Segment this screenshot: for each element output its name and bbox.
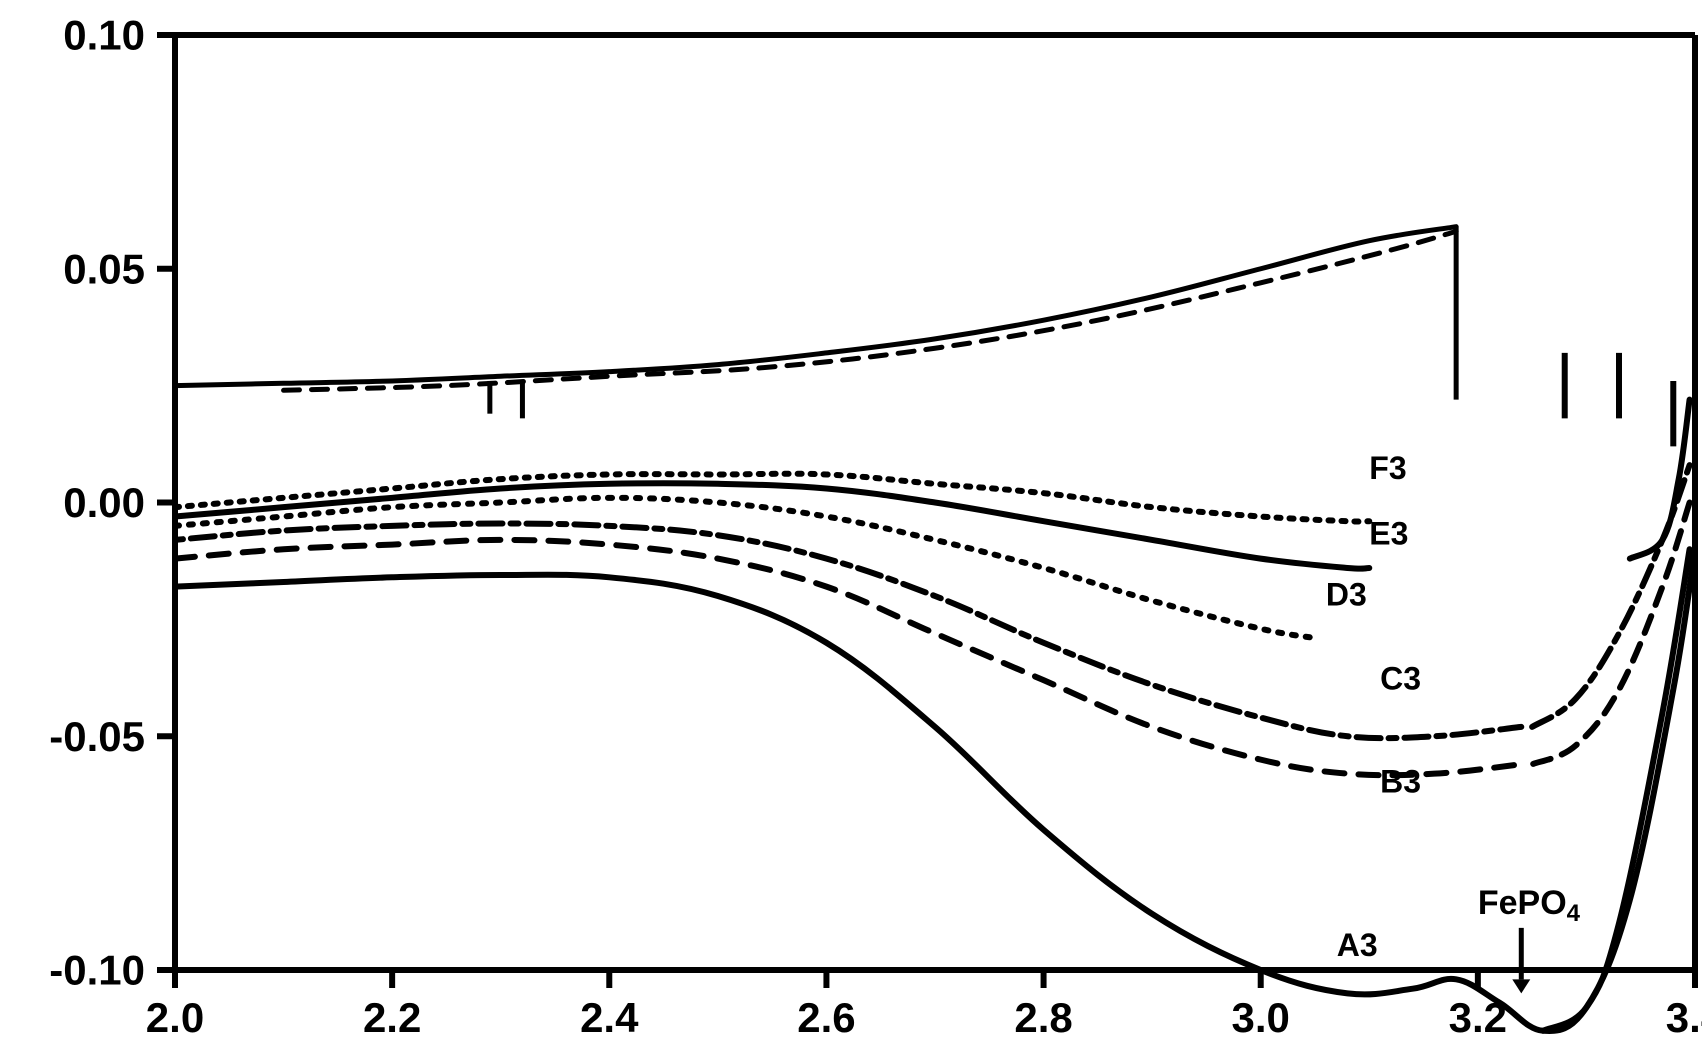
series-label-B3: B3: [1380, 763, 1421, 799]
annotation-text: FePO4: [1478, 884, 1581, 927]
x-tick-label: 2.0: [146, 994, 204, 1041]
series-label-A3: A3: [1337, 927, 1378, 963]
x-tick-label: 2.6: [797, 994, 855, 1041]
y-tick-label: -0.10: [49, 947, 145, 994]
series-label-E3: E3: [1369, 516, 1408, 552]
x-tick-label: 2.4: [580, 994, 639, 1041]
x-tick-label: 2.2: [363, 994, 421, 1041]
y-tick-label: 0.05: [63, 245, 145, 292]
x-tick-label: 3.0: [1232, 994, 1290, 1041]
cv-chart: 2.02.22.42.62.83.03.23.4-0.10-0.050.000.…: [0, 0, 1702, 1045]
y-tick-label: 0.10: [63, 12, 145, 59]
series-label-C3: C3: [1380, 661, 1421, 697]
series-label-D3: D3: [1326, 576, 1367, 612]
x-tick-label: 3.4: [1666, 994, 1702, 1041]
series-label-F3: F3: [1369, 450, 1406, 486]
x-tick-label: 2.8: [1014, 994, 1072, 1041]
y-tick-label: -0.05: [49, 713, 145, 760]
y-tick-label: 0.00: [63, 479, 145, 526]
chart-svg: 2.02.22.42.62.83.03.23.4-0.10-0.050.000.…: [0, 0, 1702, 1045]
